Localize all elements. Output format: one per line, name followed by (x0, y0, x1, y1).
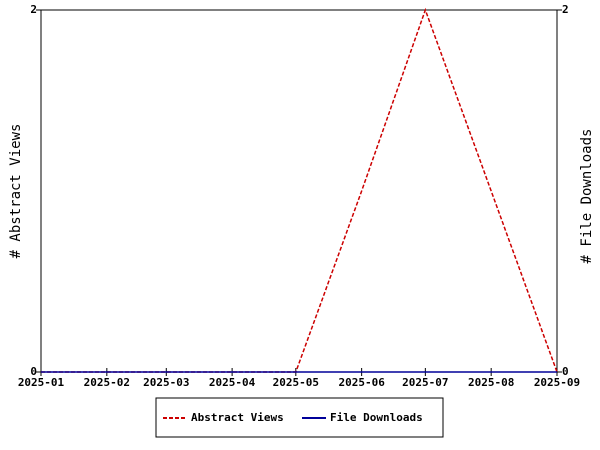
y2-tick-label: 0 (562, 365, 569, 378)
legend-box (155, 397, 444, 438)
x-tick-label: 2025-07 (402, 376, 448, 389)
x-tick-label: 2025-03 (143, 376, 189, 389)
x-tick-label: 2025-01 (18, 376, 65, 389)
y-tick-label: 0 (30, 365, 37, 378)
plot-frame (40, 9, 558, 373)
x-tick-label: 2025-09 (534, 376, 580, 389)
x-tick-label: 2025-04 (209, 376, 256, 389)
y2-tick-label: 2 (562, 3, 569, 16)
x-tick-label: 2025-02 (84, 376, 130, 389)
x-tick-label: 2025-08 (468, 376, 514, 389)
series-line (41, 7, 558, 373)
y-tick-label: 2 (30, 3, 37, 16)
legend-label: Abstract Views (191, 411, 284, 424)
y2-axis-title: # File Downloads (579, 129, 595, 264)
x-tick-label: 2025-06 (338, 376, 385, 389)
x-tick-label: 2025-05 (273, 376, 319, 389)
legend-label: File Downloads (330, 411, 423, 424)
y-axis-title: # Abstract Views (8, 124, 24, 259)
